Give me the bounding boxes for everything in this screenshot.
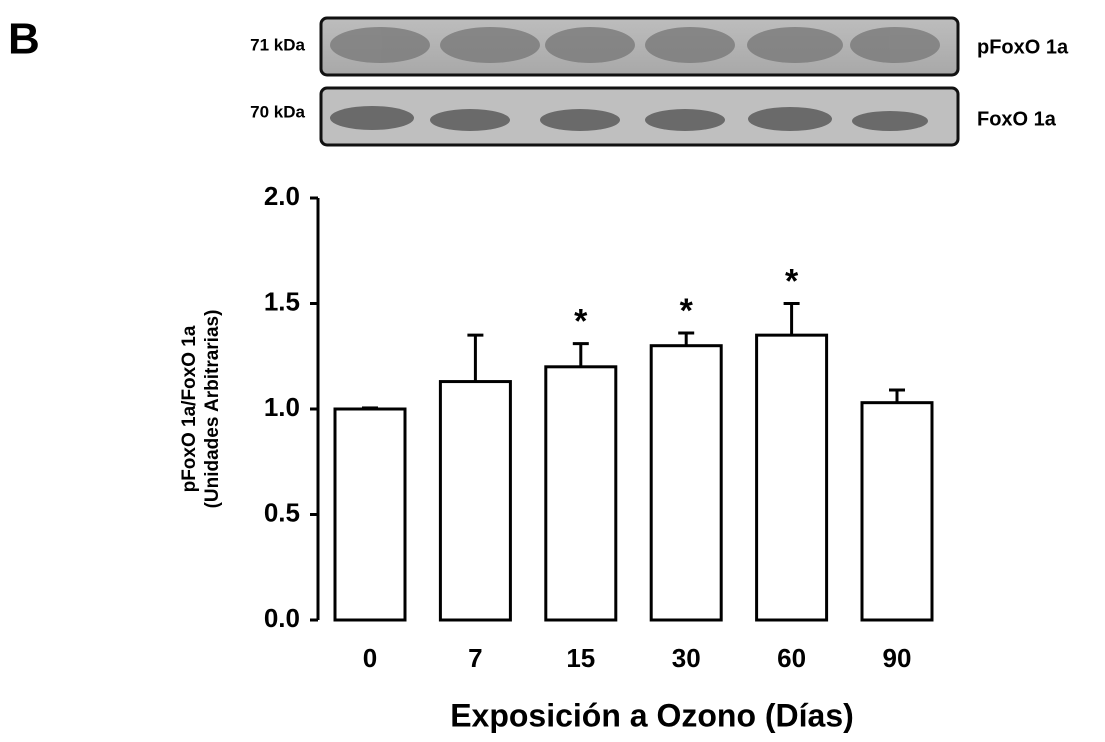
x-tick-label: 15 (566, 643, 595, 673)
bar (757, 335, 827, 620)
y-axis-label: pFoxO 1a/FoxO 1a (179, 325, 200, 492)
x-tick-label: 60 (777, 643, 806, 673)
significance-marker: * (574, 303, 588, 341)
bar (440, 382, 510, 620)
blot-protein: FoxO 1a (977, 108, 1057, 130)
bar (862, 403, 932, 620)
x-tick-label: 90 (883, 643, 912, 673)
y-tick-label: 0.5 (264, 497, 300, 527)
x-tick-label: 0 (363, 643, 377, 673)
bar (335, 409, 405, 620)
blot-size: 71 kDa (250, 35, 305, 54)
blot-protein: pFoxO 1a (977, 36, 1069, 58)
x-tick-label: 7 (468, 643, 482, 673)
significance-marker: * (785, 262, 799, 300)
blot-1 (321, 18, 958, 75)
panel-label: B (8, 15, 40, 64)
y-tick-label: 2.0 (264, 181, 300, 211)
y-tick-label: 1.0 (264, 392, 300, 422)
blot-size: 70 kDa (250, 102, 305, 121)
x-tick-label: 30 (672, 643, 701, 673)
y-tick-label: 1.5 (264, 286, 300, 316)
x-axis-label: Exposición a Ozono (Días) (450, 697, 854, 733)
blot-2 (321, 88, 958, 145)
bar (651, 346, 721, 620)
significance-marker: * (680, 292, 694, 330)
y-tick-label: 0.0 (264, 603, 300, 633)
y-axis-label: (Unidades Arbitrarias) (202, 310, 223, 509)
bar (546, 367, 616, 620)
figure: B 71 kDa 70 kDa pFoxO 1a FoxO 1a pFoxO 1… (0, 0, 1105, 742)
